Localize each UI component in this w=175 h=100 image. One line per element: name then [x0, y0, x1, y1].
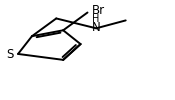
Text: Br: Br: [92, 4, 105, 17]
Text: H: H: [93, 14, 100, 24]
Text: S: S: [6, 48, 13, 61]
Text: N: N: [92, 21, 101, 34]
